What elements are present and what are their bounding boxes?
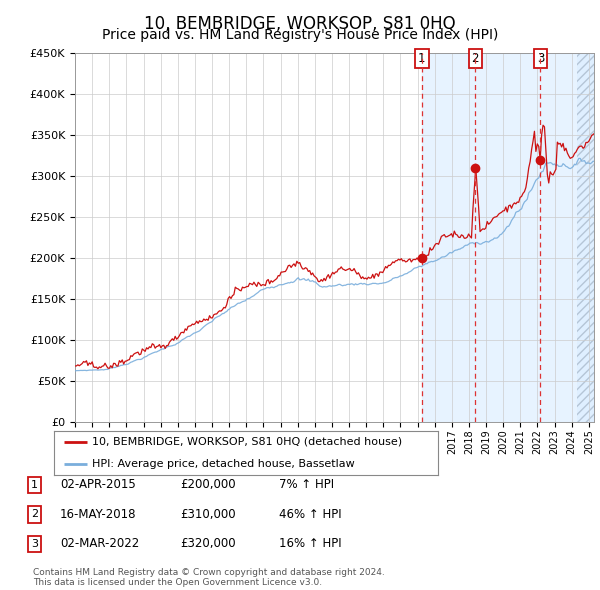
Bar — [422, 53, 594, 422]
Text: 16% ↑ HPI: 16% ↑ HPI — [279, 537, 341, 550]
Text: Price paid vs. HM Land Registry's House Price Index (HPI): Price paid vs. HM Land Registry's House … — [102, 28, 498, 42]
Text: 1: 1 — [31, 480, 38, 490]
Text: 10, BEMBRIDGE, WORKSOP, S81 0HQ: 10, BEMBRIDGE, WORKSOP, S81 0HQ — [144, 15, 456, 33]
Text: 2: 2 — [472, 53, 479, 65]
Text: Contains HM Land Registry data © Crown copyright and database right 2024.: Contains HM Land Registry data © Crown c… — [33, 568, 385, 577]
Text: 2: 2 — [31, 510, 38, 519]
Text: 16-MAY-2018: 16-MAY-2018 — [60, 508, 137, 521]
Text: 46% ↑ HPI: 46% ↑ HPI — [279, 508, 341, 521]
Text: £310,000: £310,000 — [180, 508, 236, 521]
Bar — [577, 53, 594, 422]
Text: 7% ↑ HPI: 7% ↑ HPI — [279, 478, 334, 491]
Text: £320,000: £320,000 — [180, 537, 236, 550]
Text: This data is licensed under the Open Government Licence v3.0.: This data is licensed under the Open Gov… — [33, 578, 322, 587]
Text: HPI: Average price, detached house, Bassetlaw: HPI: Average price, detached house, Bass… — [92, 459, 355, 469]
Text: 3: 3 — [31, 539, 38, 549]
Text: 10, BEMBRIDGE, WORKSOP, S81 0HQ (detached house): 10, BEMBRIDGE, WORKSOP, S81 0HQ (detache… — [92, 437, 403, 447]
Text: £200,000: £200,000 — [180, 478, 236, 491]
Bar — [577, 53, 594, 422]
Text: 02-MAR-2022: 02-MAR-2022 — [60, 537, 139, 550]
Text: 3: 3 — [536, 53, 544, 65]
Text: 1: 1 — [418, 53, 425, 65]
Text: 02-APR-2015: 02-APR-2015 — [60, 478, 136, 491]
